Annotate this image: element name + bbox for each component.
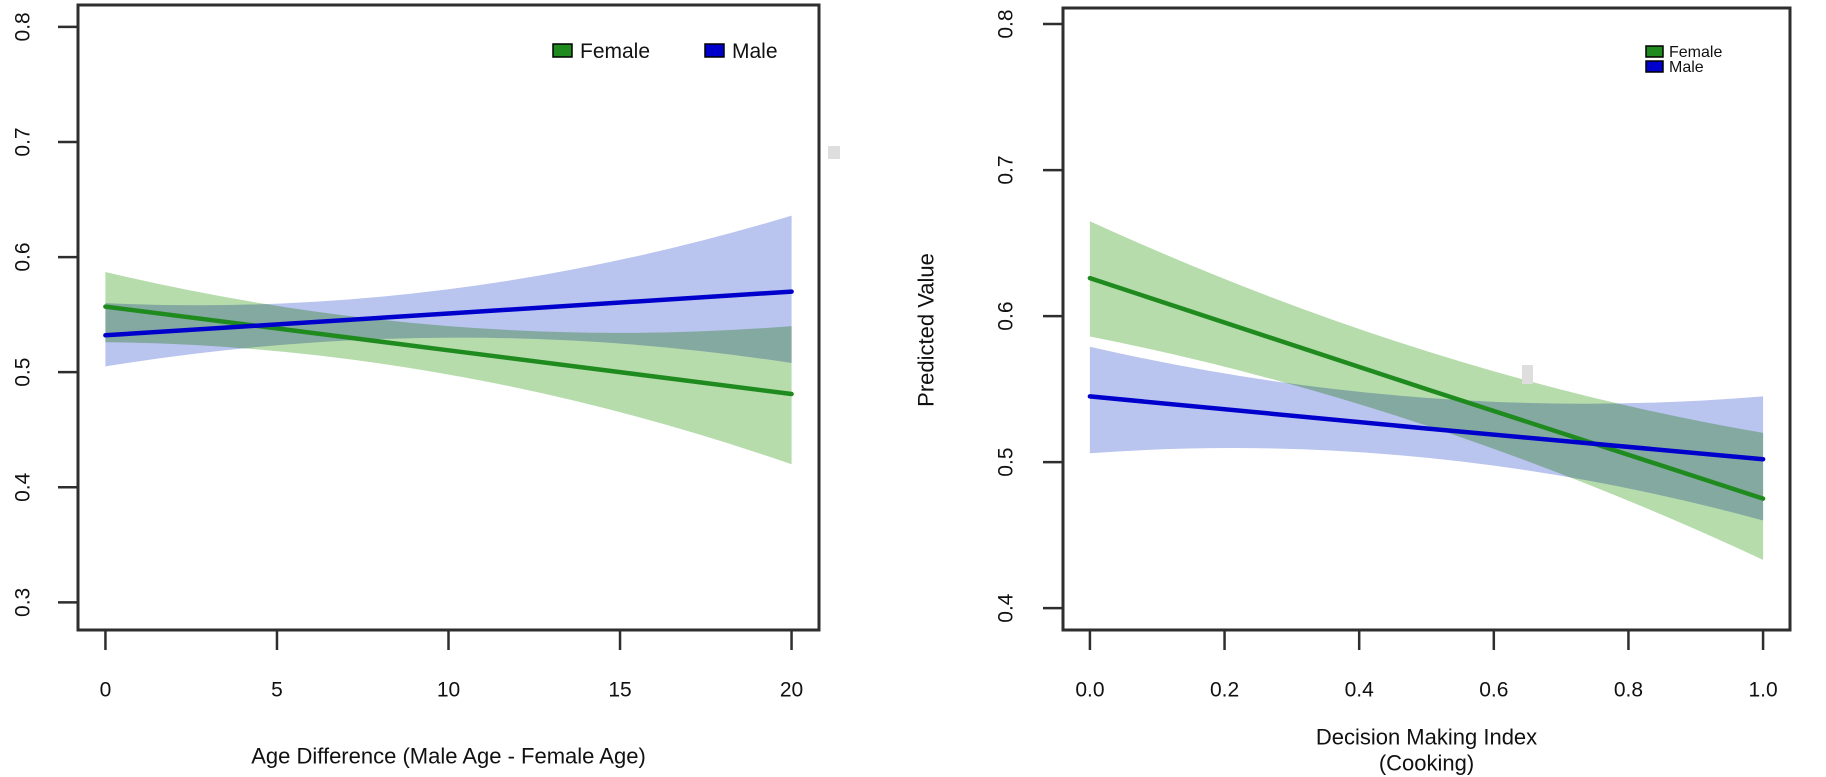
y-tick-label: 0.7 xyxy=(995,155,1018,184)
x-tick-label: 0.2 xyxy=(1210,679,1239,702)
y-axis-title: Predicted Value xyxy=(914,253,939,407)
y-tick-label: 0.8 xyxy=(995,9,1018,38)
x-tick-label: 20 xyxy=(780,679,803,702)
male-legend-label: Male xyxy=(1669,59,1704,76)
y-tick-label: 0.6 xyxy=(995,301,1018,330)
x-axis-title: (Cooking) xyxy=(1379,751,1474,776)
x-axis-title: Age Difference (Male Age - Female Age) xyxy=(251,744,646,769)
gray-square-left xyxy=(828,146,840,159)
x-tick-label: 0.0 xyxy=(1075,679,1104,702)
y-tick-label: 0.8 xyxy=(12,12,35,41)
y-tick-label: 0.5 xyxy=(12,358,35,387)
gray-square-right xyxy=(1522,365,1533,384)
x-tick-label: 10 xyxy=(437,679,460,702)
y-tick-label: 0.3 xyxy=(12,588,35,617)
male-legend-label: Male xyxy=(732,40,778,63)
female-fit-line xyxy=(103,304,794,397)
x-tick-label: 0 xyxy=(100,679,112,702)
x-tick-label: 15 xyxy=(608,679,631,702)
y-tick-label: 0.6 xyxy=(12,242,35,271)
male-legend-swatch xyxy=(1645,60,1664,73)
female-fit-line xyxy=(1087,275,1766,501)
x-axis-title: Decision Making Index xyxy=(1316,725,1537,750)
female-legend-swatch xyxy=(552,43,573,58)
y-tick-label: 0.4 xyxy=(12,472,35,502)
female-legend-swatch xyxy=(1645,45,1664,58)
male-confidence-band xyxy=(1089,346,1764,521)
male-fit-line xyxy=(103,289,794,338)
plot-box xyxy=(1061,6,1792,632)
x-tick-label: 0.6 xyxy=(1479,679,1508,702)
y-tick-label: 0.5 xyxy=(995,447,1018,476)
x-tick-label: 0.4 xyxy=(1345,679,1375,702)
y-tick-label: 0.4 xyxy=(995,593,1018,623)
female-legend-label: Female xyxy=(580,40,650,63)
male-fit-line xyxy=(1087,394,1766,462)
x-tick-label: 1.0 xyxy=(1748,679,1777,702)
female-legend-label: Female xyxy=(1669,44,1722,61)
x-tick-label: 0.8 xyxy=(1614,679,1643,702)
male-legend-swatch xyxy=(704,43,725,58)
x-tick-label: 5 xyxy=(271,679,283,702)
y-tick-label: 0.7 xyxy=(12,127,35,156)
